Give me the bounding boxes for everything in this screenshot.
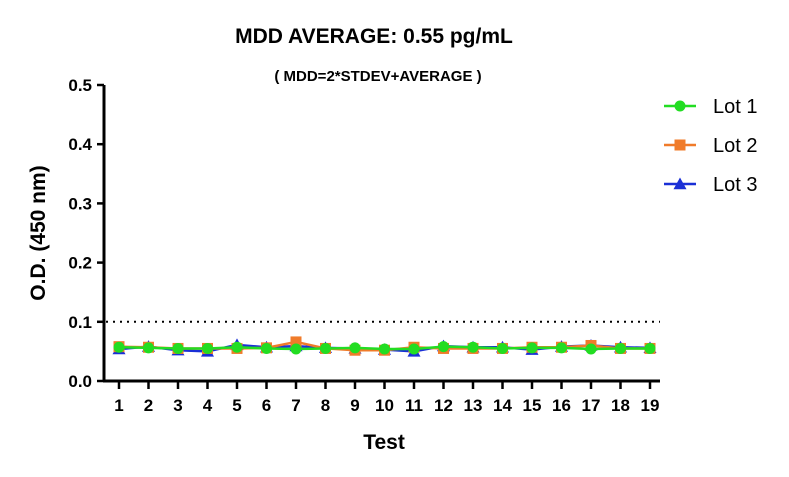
data-point-lot-1	[172, 342, 184, 354]
data-point-lot-1	[615, 342, 626, 354]
legend-marker-lot-3	[673, 177, 687, 190]
legend-marker-lot-2	[674, 139, 686, 151]
x-tick-label: 14	[493, 396, 512, 415]
x-tick-label: 11	[405, 396, 423, 415]
chart-title: MDD AVERAGE: 0.55 pg/mL	[235, 25, 513, 48]
data-point-lot-1	[556, 342, 567, 354]
data-point-lot-1	[202, 342, 213, 354]
data-point-lot-1	[231, 341, 243, 353]
data-point-lot-2	[290, 336, 302, 348]
data-point-lot-1	[526, 342, 538, 354]
x-tick-label: 5	[232, 396, 241, 415]
data-point-lot-1	[143, 342, 154, 354]
x-tick-label: 8	[321, 396, 330, 415]
x-tick-label: 15	[523, 396, 542, 415]
x-tick-label: 19	[641, 396, 660, 415]
y-axis-title: O.D. (450 nm)	[27, 165, 50, 300]
data-point-lot-1	[644, 342, 656, 354]
data-point-lot-1	[379, 343, 390, 355]
x-tick-label: 18	[611, 396, 630, 415]
y-tick-label: 0.5	[68, 76, 92, 95]
data-point-lot-1	[349, 342, 361, 354]
x-tick-label: 2	[144, 396, 153, 415]
legend-label-lot-2: Lot 2	[713, 135, 757, 157]
data-point-lot-1	[320, 342, 331, 354]
x-tick-label: 7	[291, 396, 300, 415]
y-tick-label: 0.3	[68, 194, 92, 213]
legend-label-lot-3: Lot 3	[713, 174, 757, 196]
x-tick-label: 9	[350, 396, 359, 415]
x-tick-label: 1	[114, 396, 123, 415]
x-tick-label: 16	[552, 396, 571, 415]
legend-label-lot-1: Lot 1	[713, 96, 757, 118]
y-tick-label: 0.0	[68, 372, 92, 391]
data-point-lot-1	[408, 343, 420, 355]
legend-marker-lot-1	[674, 100, 686, 112]
x-tick-label: 3	[173, 396, 182, 415]
data-point-lot-1	[113, 341, 125, 353]
x-tick-label: 12	[434, 396, 453, 415]
x-tick-label: 4	[203, 396, 213, 415]
data-point-lot-1	[290, 343, 302, 355]
y-tick-label: 0.1	[68, 313, 92, 332]
legend: Lot 1 Lot 2 Lot 3	[664, 96, 757, 196]
x-tick-label: 10	[375, 396, 394, 415]
plot-area: 0.00.10.20.30.40.51 2 3 4 5 6 7 8 9 10 11 12 13 14 15 1…	[68, 76, 660, 415]
data-point-lot-1	[438, 341, 449, 353]
y-tick-label: 0.4	[68, 135, 92, 154]
chart-subtitle: ( MDD=2*STDEV+AVERAGE )	[274, 68, 481, 85]
x-tick-label: 6	[262, 396, 271, 415]
x-tick-label: 17	[582, 396, 601, 415]
data-point-lot-1	[585, 343, 597, 355]
x-tick-label: 13	[464, 396, 483, 415]
y-tick-label: 0.2	[68, 254, 92, 273]
data-point-lot-1	[497, 342, 508, 354]
data-point-lot-1	[467, 341, 479, 353]
data-point-lot-1	[261, 342, 272, 354]
x-axis-title: Test	[363, 431, 405, 454]
